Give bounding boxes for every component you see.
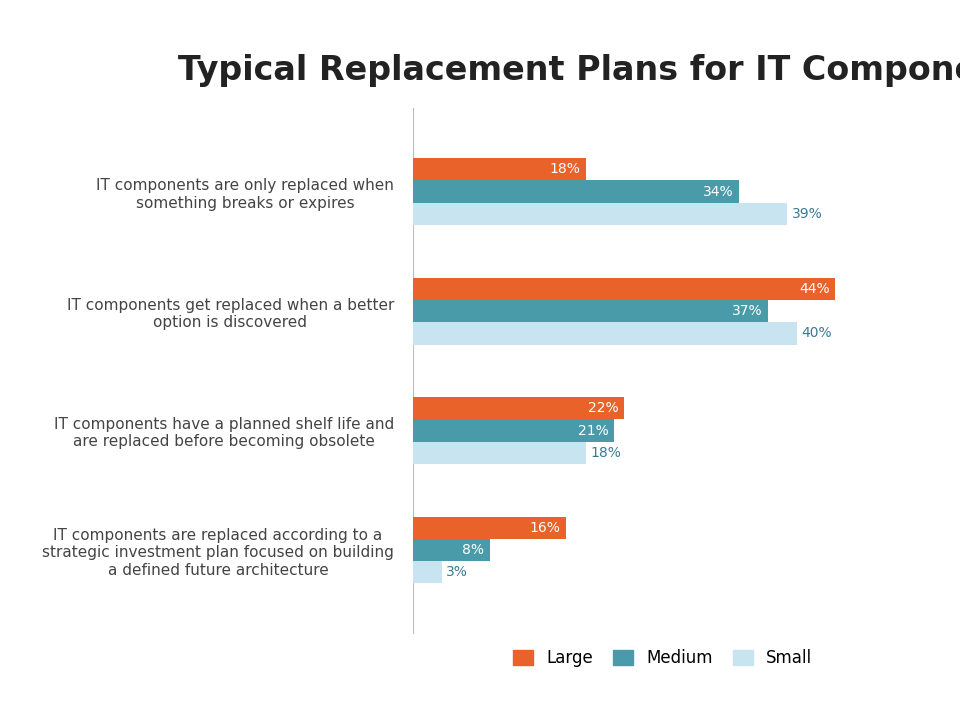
Text: 44%: 44% bbox=[799, 282, 829, 296]
Text: 34%: 34% bbox=[703, 184, 733, 199]
Bar bbox=[413, 397, 624, 419]
Bar bbox=[413, 300, 768, 323]
Bar bbox=[413, 181, 739, 203]
Text: 21%: 21% bbox=[578, 423, 609, 438]
Legend: Large, Medium, Small: Large, Medium, Small bbox=[513, 649, 812, 667]
Text: 39%: 39% bbox=[792, 207, 823, 221]
Bar bbox=[413, 278, 835, 300]
Text: 18%: 18% bbox=[590, 446, 621, 460]
Bar bbox=[413, 441, 586, 464]
Bar bbox=[413, 203, 787, 225]
Text: 22%: 22% bbox=[588, 401, 618, 415]
Text: 40%: 40% bbox=[802, 326, 832, 341]
Bar bbox=[413, 323, 797, 345]
Text: 3%: 3% bbox=[446, 565, 468, 580]
Text: 8%: 8% bbox=[462, 543, 484, 557]
Bar bbox=[413, 516, 566, 539]
Text: 18%: 18% bbox=[549, 162, 580, 176]
Text: 16%: 16% bbox=[530, 521, 561, 535]
Text: Typical Replacement Plans for IT Components: Typical Replacement Plans for IT Compone… bbox=[179, 54, 960, 87]
Bar bbox=[413, 419, 614, 441]
Bar bbox=[413, 158, 586, 181]
Bar bbox=[413, 539, 490, 561]
Text: 37%: 37% bbox=[732, 304, 762, 318]
Bar bbox=[413, 561, 442, 583]
